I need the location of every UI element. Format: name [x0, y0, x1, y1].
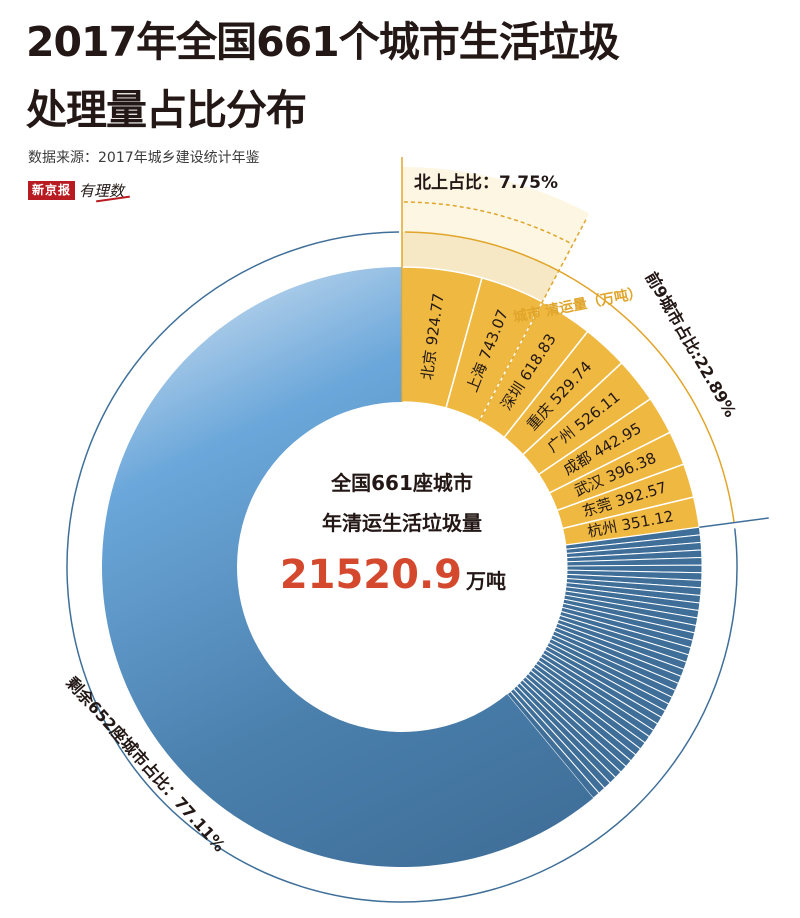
annotation-lines [66, 157, 769, 903]
cream-wedge-outer [402, 167, 590, 271]
chart-title-line2: 处理量占比分布 [26, 86, 307, 134]
center-total-value: 21520.9 [280, 552, 462, 598]
center-line2: 年清运生活垃圾量 [322, 511, 482, 535]
radial-bs-end [478, 217, 588, 422]
slice-rest-remainder [102, 267, 594, 868]
rest-guide-arc [66, 231, 738, 903]
chart-title-line1: 2017年全国661个城市生活垃圾 [26, 18, 620, 66]
data-source: 数据来源：2017年城乡建设统计年鉴 [28, 150, 260, 166]
bs-guide-arc [403, 201, 572, 245]
center-total-unit: 万吨 [465, 569, 506, 593]
radial-top9-end [699, 517, 769, 529]
bs-share-label: 北上占比：7.75% [414, 172, 558, 193]
brand-sub: 有理数 [79, 181, 125, 200]
top9-guide-arc [404, 231, 735, 523]
brand-name: 新京报 [28, 180, 76, 200]
center-line1: 全国661座城市 [330, 471, 473, 495]
brand-logo: 新京报 有理数 [28, 180, 124, 200]
slices-layer [102, 266, 703, 868]
